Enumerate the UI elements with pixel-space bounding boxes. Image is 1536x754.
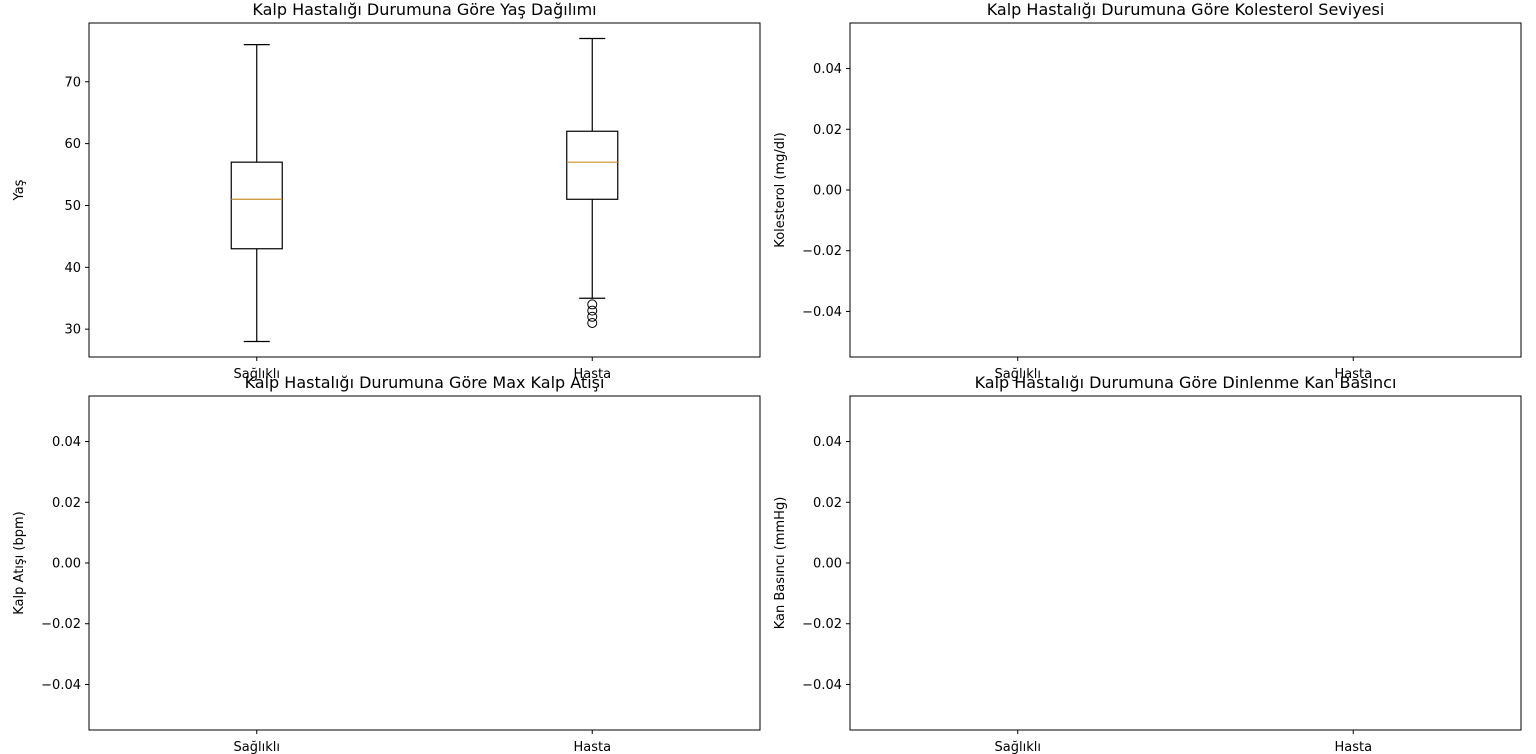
y-tick-label: 30 xyxy=(64,323,81,338)
chart-title: Kalp Hastalığı Durumuna Göre Dinlenme Ka… xyxy=(975,373,1397,392)
y-tick-label: −0.02 xyxy=(41,617,81,632)
outlier-point xyxy=(587,299,598,310)
x-tick-label: Sağlıklı xyxy=(995,367,1041,382)
y-tick-label: 70 xyxy=(64,75,81,90)
box-Hasta xyxy=(566,37,619,328)
y-tick-label: 0.00 xyxy=(813,557,842,572)
box-Sağlıklı xyxy=(230,44,283,343)
y-tick-label: 0.00 xyxy=(813,184,842,199)
y-tick-label: 0.04 xyxy=(813,435,842,450)
y-tick-label: 0.02 xyxy=(52,496,81,511)
y-tick-label: −0.02 xyxy=(802,244,842,259)
y-tick-label: 0.00 xyxy=(52,557,81,572)
y-tick-label: −0.04 xyxy=(802,305,842,320)
y-tick-label: 0.02 xyxy=(813,123,842,138)
box-body xyxy=(566,130,619,200)
y-tick-label: −0.04 xyxy=(802,678,842,693)
x-tick-label: Sağlıklı xyxy=(995,740,1041,754)
y-axis-label: Yaş xyxy=(12,179,27,201)
x-tick-label: Sağlıklı xyxy=(234,367,280,382)
y-tick-label: 50 xyxy=(64,199,81,214)
x-tick-label: Hasta xyxy=(1334,740,1372,754)
x-tick-label: Hasta xyxy=(573,367,611,382)
y-tick-label: 40 xyxy=(64,261,81,276)
plot-frame xyxy=(88,22,761,358)
y-tick-label: −0.04 xyxy=(41,678,81,693)
y-tick-label: 60 xyxy=(64,137,81,152)
y-axis-label: Kalp Atışı (bpm) xyxy=(12,511,27,614)
chart-1: Kalp Hastalığı Durumuna Göre Yaş Dağılım… xyxy=(12,0,761,382)
outlier-point xyxy=(587,317,598,328)
y-axis-label: Kan Basıncı (mmHg) xyxy=(773,497,788,630)
plot-frame xyxy=(88,395,761,731)
box-body xyxy=(230,161,283,250)
chart-4: Kalp Hastalığı Durumuna Göre Dinlenme Ka… xyxy=(773,373,1522,754)
outlier-point xyxy=(587,305,598,316)
y-tick-label: −0.02 xyxy=(802,617,842,632)
y-tick-label: 0.04 xyxy=(813,62,842,77)
outlier-point xyxy=(587,311,598,322)
chart-title: Kalp Hastalığı Durumuna Göre Yaş Dağılım… xyxy=(252,0,596,19)
x-tick-label: Hasta xyxy=(573,740,611,754)
y-tick-label: 0.04 xyxy=(52,435,81,450)
chart-title: Kalp Hastalığı Durumuna Göre Max Kalp At… xyxy=(245,373,605,392)
chart-3: Kalp Hastalığı Durumuna Göre Max Kalp At… xyxy=(12,373,761,754)
plot-frame xyxy=(849,395,1522,731)
plot-frame xyxy=(849,22,1522,358)
x-tick-label: Sağlıklı xyxy=(234,740,280,754)
y-axis-label: Kolesterol (mg/dl) xyxy=(773,132,788,247)
chart-title: Kalp Hastalığı Durumuna Göre Kolesterol … xyxy=(987,0,1385,19)
chart-2: Kalp Hastalığı Durumuna Göre Kolesterol … xyxy=(773,0,1522,382)
y-tick-label: 0.02 xyxy=(813,496,842,511)
x-tick-label: Hasta xyxy=(1334,367,1372,382)
